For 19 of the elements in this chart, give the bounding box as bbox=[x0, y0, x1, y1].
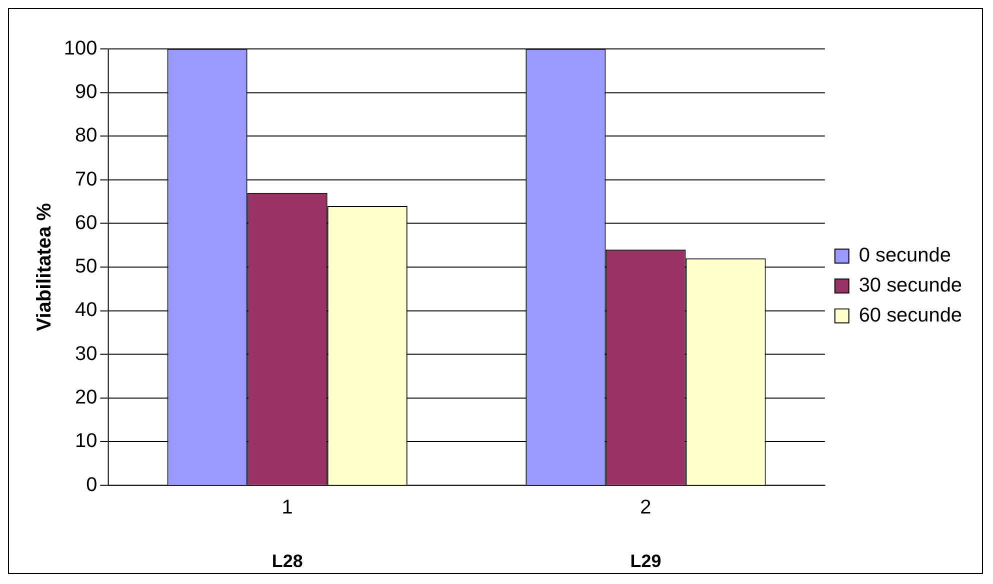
text: L28 bbox=[272, 551, 303, 571]
y-tick-label: 80 bbox=[74, 124, 98, 147]
y-tick-label: 60 bbox=[74, 212, 98, 234]
y-tick-label: 50 bbox=[74, 256, 98, 278]
x-tick-label: 1 bbox=[282, 496, 293, 519]
legend-label: 30 secunde bbox=[858, 274, 962, 297]
text: L29 bbox=[630, 551, 662, 571]
x-tick-label: 2 bbox=[640, 496, 652, 519]
legend-label: 60 secunde bbox=[858, 304, 962, 326]
y-tick-label: 90 bbox=[74, 81, 98, 103]
y-tick-label: 40 bbox=[74, 299, 98, 322]
y-tick-label: 20 bbox=[74, 386, 98, 409]
y-tick-label: 10 bbox=[74, 430, 98, 452]
y-tick-label: 100 bbox=[64, 37, 98, 60]
y-axis-title: Viabilitatea % bbox=[33, 202, 56, 332]
y-tick-label: 70 bbox=[74, 168, 98, 190]
y-tick-label: 0 bbox=[86, 474, 98, 496]
y-tick-label: 30 bbox=[74, 342, 98, 365]
legend-label: 0 secunde bbox=[858, 244, 951, 267]
